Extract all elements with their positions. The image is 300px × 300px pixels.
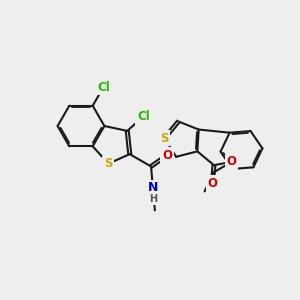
Text: O: O <box>208 177 218 190</box>
Text: Cl: Cl <box>97 80 110 94</box>
Text: Cl: Cl <box>137 110 150 123</box>
Text: O: O <box>162 149 172 162</box>
Text: N: N <box>148 182 158 194</box>
Text: H: H <box>149 194 157 204</box>
Text: S: S <box>104 157 112 170</box>
Text: O: O <box>227 155 237 168</box>
Text: S: S <box>160 132 169 145</box>
